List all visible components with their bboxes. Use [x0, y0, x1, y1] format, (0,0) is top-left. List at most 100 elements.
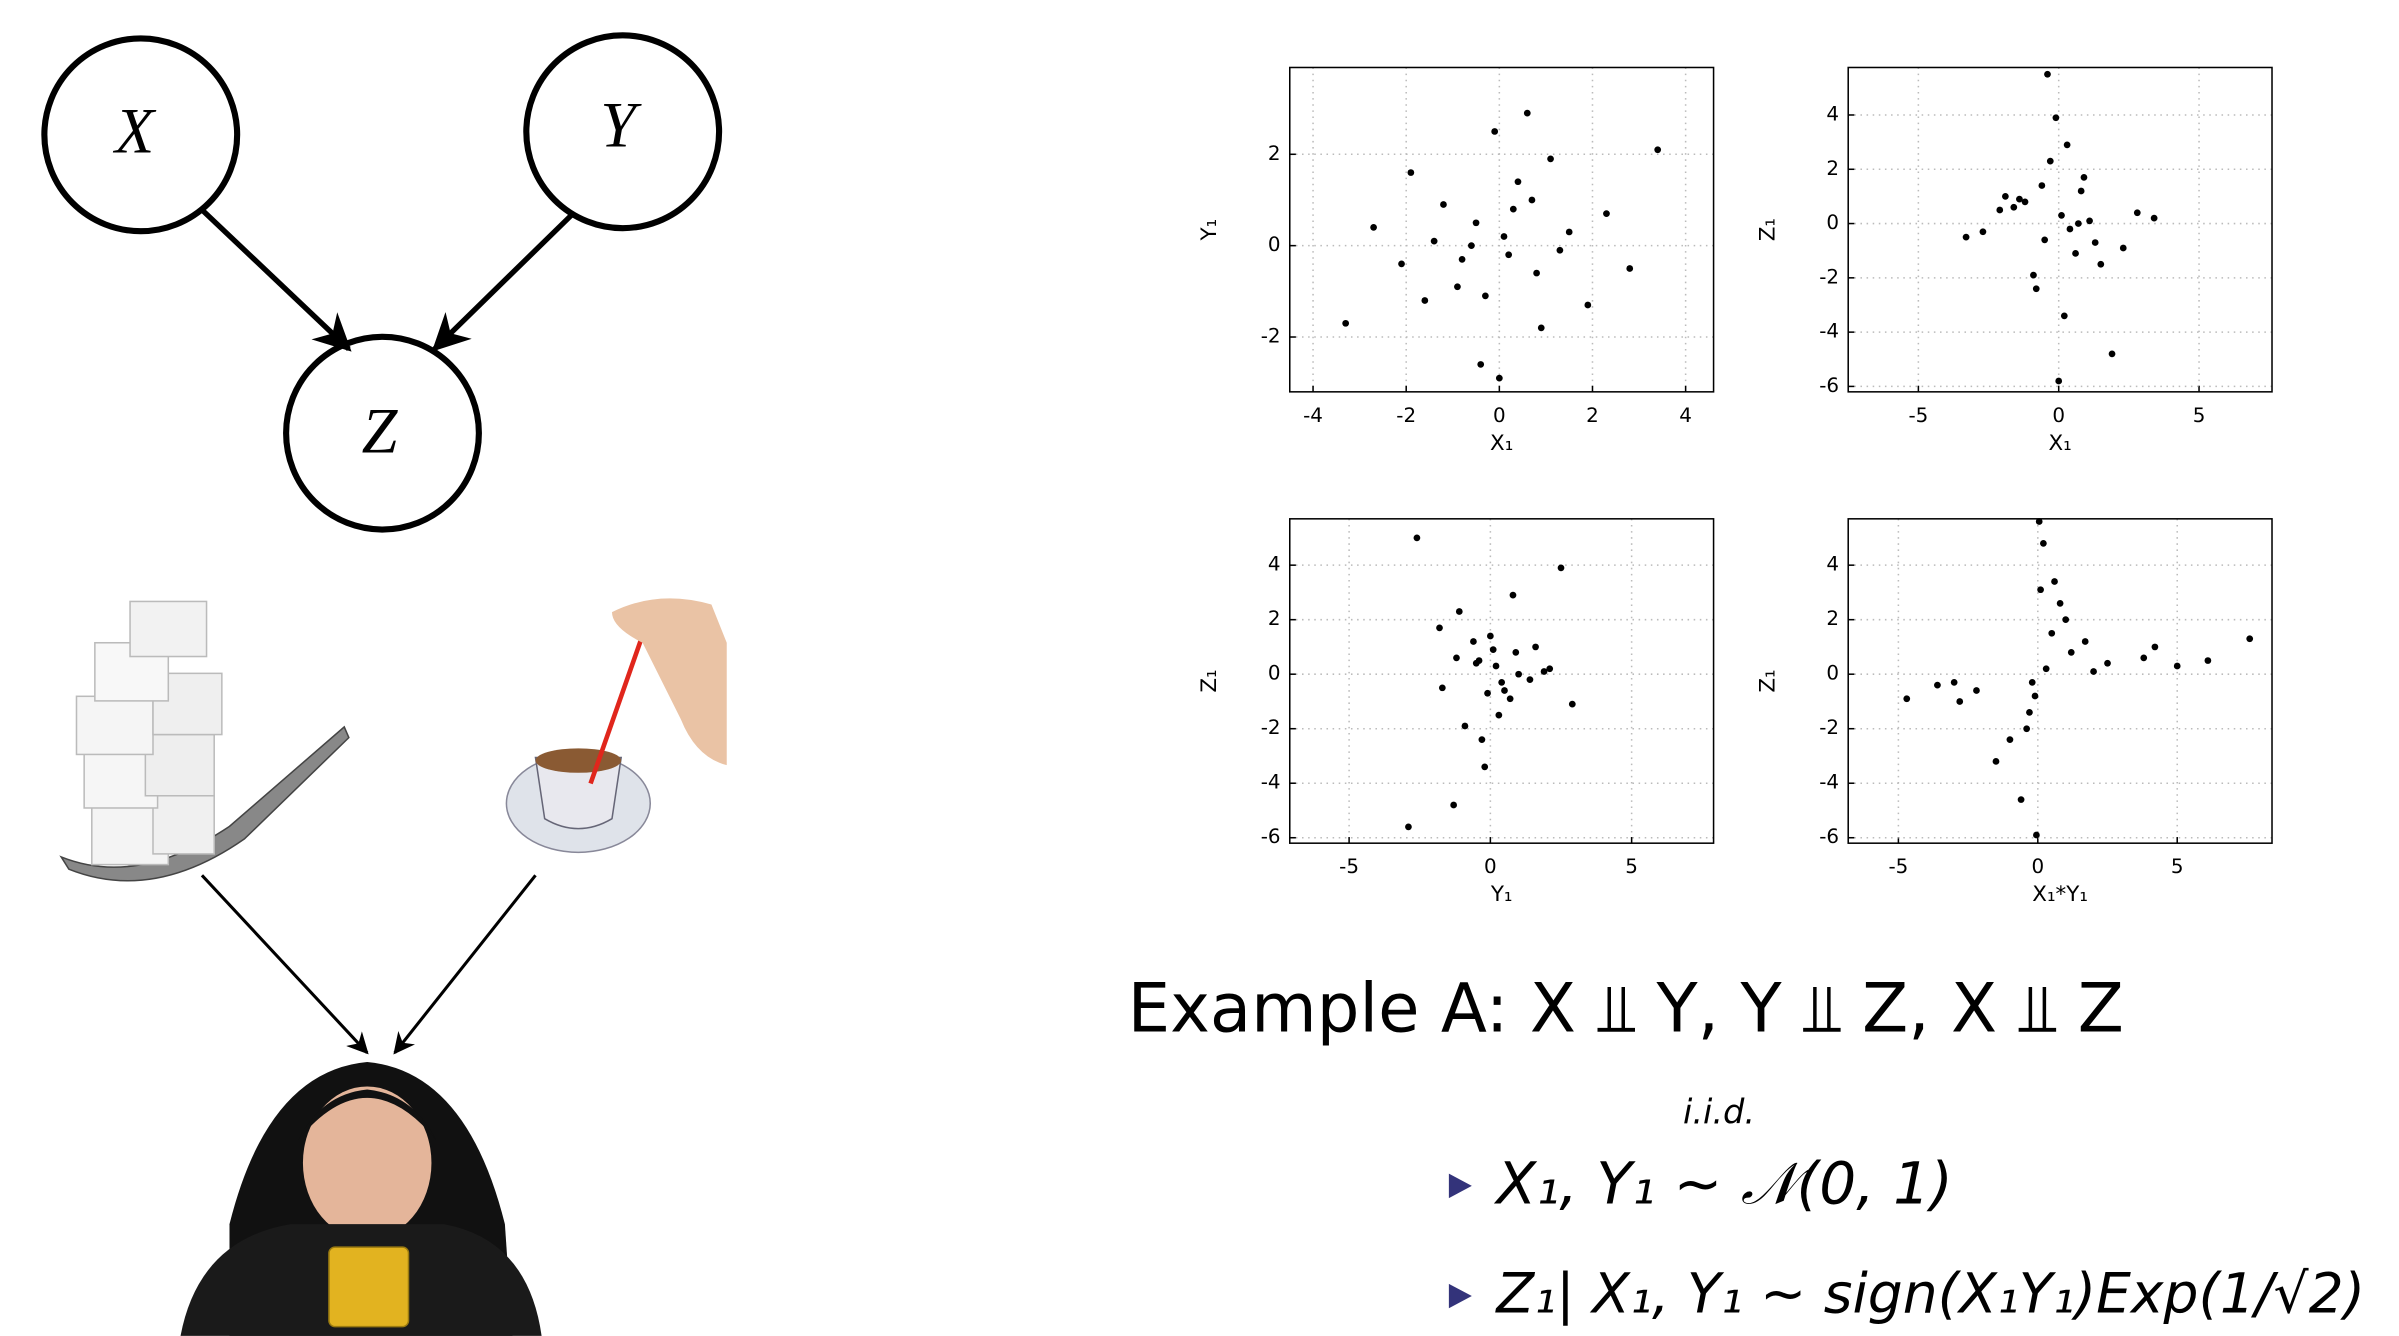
point: [1487, 633, 1494, 640]
point: [2037, 586, 2044, 593]
point: [2033, 832, 2040, 839]
point: [1533, 270, 1540, 277]
x-axis-label: X₁: [1490, 431, 1513, 456]
point: [1505, 251, 1512, 258]
point: [1512, 649, 1519, 656]
x-tick-label: -5: [1908, 404, 1928, 427]
point: [2152, 644, 2159, 651]
bullet-marker: [1449, 1284, 1472, 1308]
arrow: [395, 875, 536, 1052]
y-tick-label: -2: [1819, 716, 1839, 739]
point: [1431, 238, 1438, 245]
point: [2055, 378, 2062, 385]
point: [2140, 654, 2147, 661]
x-tick-label: -2: [1396, 404, 1416, 427]
point: [2040, 540, 2047, 547]
x-tick-label: 0: [2052, 404, 2065, 427]
tea-photo: [506, 598, 726, 852]
y-tick-label: 4: [1826, 102, 1839, 125]
point: [2078, 188, 2085, 195]
point: [1456, 608, 1463, 615]
y-axis-label: Z₁: [1197, 669, 1222, 692]
point: [2057, 600, 2064, 607]
point: [1626, 265, 1633, 272]
point: [2081, 174, 2088, 181]
y-axis-label: Z₁: [1756, 669, 1781, 692]
node-label: X: [112, 96, 157, 167]
point: [2205, 657, 2212, 664]
y-axis-label: Y₁: [1197, 219, 1222, 242]
point: [2002, 193, 2009, 200]
y-tick-label: 2: [1826, 157, 1839, 180]
point: [1481, 763, 1488, 770]
point: [1453, 654, 1460, 661]
y-tick-label: 2: [1268, 607, 1281, 630]
point: [1980, 228, 1987, 235]
arrow: [202, 875, 367, 1052]
x-tick-label: 5: [2171, 855, 2184, 878]
point: [1557, 247, 1564, 254]
x-axis-label: X₁*Y₁: [2032, 882, 2088, 907]
point: [1477, 361, 1484, 368]
example-title: Example A: X ⫫ Y, Y ⫫ Z, X ⫫ Z: [1128, 970, 2124, 1048]
point: [1495, 712, 1502, 719]
point: [1529, 197, 1536, 204]
point: [1973, 687, 1980, 694]
x-tick-label: 5: [2193, 404, 2206, 427]
point: [1584, 302, 1591, 309]
y-tick-label: 4: [1826, 553, 1839, 576]
edge: [202, 210, 349, 349]
point: [1479, 736, 1486, 743]
point: [1440, 201, 1447, 208]
point: [2062, 616, 2069, 623]
point: [2026, 709, 2033, 716]
y-tick-label: -6: [1819, 374, 1839, 397]
point: [1491, 128, 1498, 135]
point: [1951, 679, 1958, 686]
point: [1527, 676, 1534, 683]
point: [2029, 679, 2036, 686]
point: [1342, 320, 1349, 327]
x-tick-label: 2: [1586, 404, 1599, 427]
point: [1450, 802, 1457, 809]
point: [1515, 178, 1522, 185]
point: [2047, 158, 2054, 165]
point: [1538, 325, 1545, 332]
y-tick-label: 0: [1268, 662, 1281, 685]
y-tick-label: 4: [1268, 553, 1281, 576]
point: [1462, 723, 1469, 730]
y-tick-label: -4: [1261, 771, 1281, 794]
scatter-chart: -505-6-4-2024X₁*Y₁Z₁: [1756, 518, 2272, 907]
y-tick-label: -4: [1819, 320, 1839, 343]
point: [2048, 630, 2055, 637]
bullet-text: X₁, Y₁ ~ 𝒩(0, 1): [1493, 1150, 1953, 1218]
point: [1993, 758, 2000, 765]
bullet-text: Z₁| X₁, Y₁ ~ sign(X₁Y₁)Exp(1/√2): [1494, 1262, 2365, 1327]
point: [1496, 375, 1503, 382]
point: [2032, 693, 2039, 700]
point: [1654, 146, 1661, 153]
plot-area: [1290, 67, 1714, 391]
point: [2067, 226, 2074, 233]
point: [1468, 242, 1475, 249]
point: [2016, 196, 2023, 203]
point: [1507, 695, 1514, 702]
point: [1603, 210, 1610, 217]
point: [1459, 256, 1466, 263]
point: [2092, 239, 2099, 246]
x-tick-label: 0: [1493, 404, 1506, 427]
point: [2075, 220, 2082, 227]
x-tick-label: 4: [1679, 404, 1692, 427]
causal-graph: X Y Z: [44, 35, 719, 529]
x-axis-label: X₁: [2048, 431, 2071, 456]
point: [2246, 635, 2253, 642]
person-photo: [181, 1062, 542, 1336]
point: [1566, 229, 1573, 236]
point: [1996, 207, 2003, 214]
x-tick-label: -5: [1339, 855, 1359, 878]
point: [1473, 219, 1480, 226]
point: [1436, 624, 1443, 631]
point: [2068, 649, 2075, 656]
point: [1501, 233, 1508, 240]
page: { "diagram": {"nodes": [{"label": "X"}, …: [0, 0, 2399, 1336]
